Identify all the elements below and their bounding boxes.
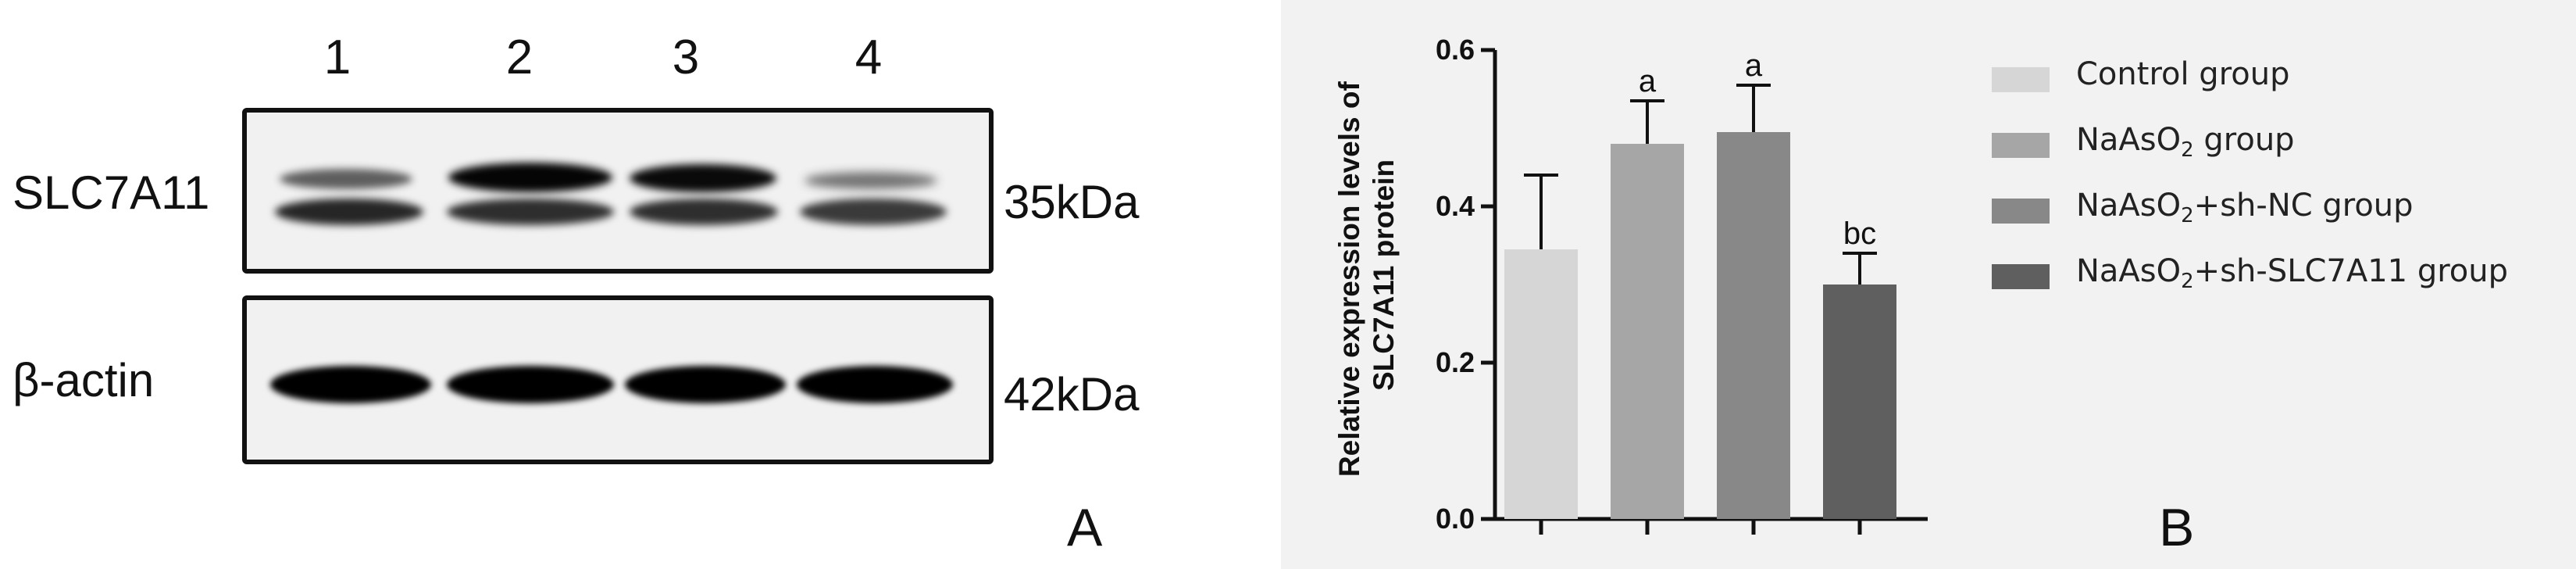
- western-blot-panel: 1 2 3 4 SLC7A11 β-actin 35kDa 42kDa A: [0, 0, 1218, 569]
- y-axis-title: Relative expression levels of SLC7A11 pr…: [1333, 73, 1400, 477]
- band: [805, 172, 937, 189]
- protein-label-beta-actin: β-actin: [12, 354, 155, 406]
- bar: [1611, 144, 1684, 519]
- significance-label: bc: [1843, 217, 1876, 251]
- band: [448, 163, 612, 192]
- panel-label-a: A: [1067, 498, 1103, 557]
- band: [447, 199, 614, 225]
- band: [280, 169, 412, 189]
- legend-label: NaAsO2+sh-NC group: [2076, 188, 2414, 227]
- bar: [1717, 132, 1790, 519]
- band: [800, 199, 947, 225]
- legend-label: NaAsO2 group: [2076, 122, 2295, 162]
- band: [275, 199, 423, 225]
- band: [270, 366, 431, 403]
- blot-image-beta-actin: [242, 295, 994, 464]
- bar: [1823, 284, 1896, 519]
- legend-swatch: [1992, 67, 2050, 92]
- panel-label-b: B: [2159, 498, 2195, 557]
- size-label-35kda: 35kDa: [1004, 176, 1140, 228]
- legend-label: NaAsO2+sh-SLC7A11 group: [2076, 253, 2509, 293]
- band: [625, 366, 786, 403]
- y-axis-title-line-2: SLC7A11 protein: [1368, 159, 1400, 391]
- y-ticks: 0.0 0.2 0.4 0.6: [1436, 34, 1495, 535]
- y-tick-label: 0.4: [1436, 190, 1475, 222]
- lane-label-3: 3: [672, 30, 700, 84]
- legend-label-subscript: 2: [2181, 204, 2194, 227]
- legend-label: Control group: [2076, 56, 2290, 92]
- legend-swatch: [1992, 199, 2050, 224]
- legend-label-subscript: 2: [2181, 138, 2194, 162]
- legend-swatch: [1992, 133, 2050, 158]
- y-tick-label: 0.0: [1436, 503, 1475, 535]
- y-tick-label: 0.2: [1436, 346, 1475, 378]
- bar-chart: Relative expression levels of SLC7A11 pr…: [1333, 34, 1928, 535]
- band: [630, 164, 776, 192]
- lane-label-4: 4: [855, 30, 883, 84]
- lane-label-2: 2: [505, 30, 533, 84]
- band: [797, 366, 953, 403]
- significance-label: a: [1639, 64, 1657, 98]
- bar-chart-panel: Relative expression levels of SLC7A11 pr…: [1281, 0, 2576, 569]
- legend-swatch: [1992, 264, 2050, 289]
- protein-label-slc7a11: SLC7A11: [12, 166, 210, 219]
- bar: [1504, 249, 1578, 519]
- band: [630, 199, 778, 225]
- band: [447, 366, 614, 403]
- significance-label: a: [1745, 48, 1763, 83]
- legend-label-subscript: 2: [2181, 270, 2194, 293]
- lane-label-1: 1: [323, 30, 351, 84]
- y-tick-label: 0.6: [1436, 34, 1475, 66]
- blot-image-slc7a11: [242, 108, 994, 274]
- size-label-42kda: 42kDa: [1004, 368, 1140, 420]
- bars: a a bc: [1504, 48, 1896, 535]
- y-axis-title-line-1: Relative expression levels of: [1333, 81, 1365, 478]
